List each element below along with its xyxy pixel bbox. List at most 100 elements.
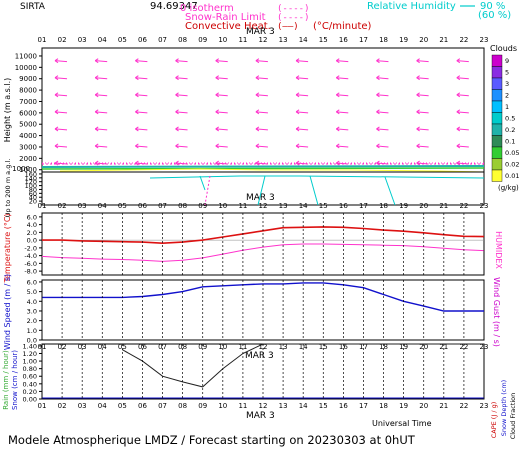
- wind-vector-head-4-10: [456, 126, 461, 132]
- cloud-level-label-3: 2: [505, 92, 509, 100]
- wind-vector-head-4-2: [135, 126, 139, 132]
- wind-vector-2-9: [416, 94, 429, 97]
- hour-label-1-15: 15: [319, 202, 328, 210]
- wind-panel-frame: [41, 47, 485, 173]
- cloud-band-thin: [59, 168, 485, 173]
- cloud-band-low: [41, 167, 485, 170]
- wind-vector-5-10: [456, 145, 469, 148]
- wind-vector-head-5-5: [255, 143, 260, 149]
- bl-axis-label: Up to 200 m a.g.l.: [4, 159, 12, 218]
- wind-vector-2-4: [215, 94, 228, 97]
- hour-label-3-02: 02: [58, 402, 67, 410]
- hour-label-0-14: 14: [299, 36, 308, 44]
- wind-gust-axis-label: Wind Gust (m / s): [492, 277, 501, 347]
- hour-label-1-09: 09: [198, 202, 207, 210]
- bl-tick-label-3: 80: [29, 186, 37, 194]
- wind-vector-2-2: [135, 94, 148, 97]
- pr-tick-label-2: 0.40: [23, 380, 37, 388]
- height-tick-label-10: 11000: [15, 52, 37, 60]
- wind-vector-6-2: [135, 162, 148, 165]
- hour-label-3-17: 17: [359, 402, 368, 410]
- cloud-swatch-6: [491, 123, 503, 136]
- bl-tick-label-4: 100: [25, 182, 37, 190]
- wind-vector-1-2: [135, 77, 148, 80]
- wind-vector-head-0-4: [215, 58, 220, 64]
- hour-label-0-22: 22: [459, 36, 468, 44]
- wind-vector-4-3: [175, 128, 188, 131]
- wind-vector-1-4: [215, 77, 228, 80]
- wind-vector-head-5-6: [295, 143, 300, 149]
- wind-vector-1-9: [416, 77, 429, 80]
- wind-vector-head-5-8: [376, 143, 380, 149]
- wind-vector-1-8: [376, 77, 389, 80]
- hour-label-2-17: 17: [359, 343, 368, 351]
- legend-0-isotherm-symbol: (----): [277, 4, 310, 14]
- wind-vector-head-6-6: [295, 160, 300, 166]
- hour-label-0-17: 17: [359, 36, 368, 44]
- wind-speed-axis-label: Wind Speed (m / s): [3, 274, 12, 350]
- wind-vector-1-0: [54, 77, 68, 80]
- wind-vector-head-4-0: [54, 126, 59, 132]
- legend-0-isotherm: 0 isotherm: [180, 3, 234, 14]
- wind-vector-4-6: [296, 128, 309, 131]
- date-label-4: MAR 3: [246, 411, 275, 421]
- wind-vector-3-0: [54, 111, 68, 114]
- bl-tick-label-1: 40: [29, 194, 37, 202]
- wind-speed-series-0: [42, 282, 484, 312]
- wind-vector-1-3: [175, 77, 188, 80]
- wind-vector-head-2-8: [376, 92, 380, 98]
- wind-vector-5-7: [336, 145, 349, 148]
- wind-vector-head-2-4: [215, 92, 220, 98]
- wind-vector-5-2: [135, 145, 148, 148]
- wind-vector-head-3-3: [175, 109, 179, 115]
- wind-vector-2-6: [296, 94, 309, 97]
- wind-vector-5-3: [175, 145, 188, 148]
- wind-vector-head-2-6: [295, 92, 300, 98]
- forecast-caption: Modele Atmospherique LMDZ / Forecast sta…: [8, 433, 416, 447]
- hour-label-3-07: 07: [158, 402, 167, 410]
- cloud-swatch-7: [491, 135, 503, 148]
- wind-vector-head-2-5: [255, 92, 260, 98]
- hour-label-3-11: 11: [238, 402, 247, 410]
- bl-isotherm-drop: [204, 175, 211, 206]
- hour-label-1-22: 22: [459, 202, 468, 210]
- hour-label-2-21: 21: [439, 343, 448, 351]
- cloud-level-label-6: 0.2: [505, 126, 515, 134]
- wind-vector-3-5: [255, 111, 268, 114]
- wind-vector-1-5: [255, 77, 268, 80]
- wind-vector-head-2-9: [416, 92, 420, 98]
- temp-tick-label-0: -8.0: [24, 268, 37, 276]
- hour-label-0-19: 19: [399, 36, 408, 44]
- wind-vector-0-2: [135, 60, 148, 63]
- hour-label-0-21: 21: [439, 36, 448, 44]
- hour-label-1-01: 01: [38, 202, 47, 210]
- height-tick-label-4: 5000: [19, 121, 37, 129]
- wind-vector-5-8: [376, 145, 389, 148]
- wind-vector-head-3-8: [376, 109, 380, 115]
- temp-tick-label-4: 0.0: [27, 237, 37, 245]
- wind-vector-head-5-9: [416, 143, 420, 149]
- hour-label-3-20: 20: [419, 402, 428, 410]
- legend-snow-rain: Snow-Rain Limit: [185, 12, 266, 23]
- hour-label-0-10: 10: [218, 36, 227, 44]
- wind-vector-5-9: [416, 145, 429, 148]
- hour-label-2-20: 20: [419, 343, 428, 351]
- ws-tick-label-4: 4.0: [27, 298, 37, 306]
- bl-tick-label-6: 140: [25, 174, 37, 182]
- wind-vector-head-3-6: [295, 109, 300, 115]
- hour-label-2-05: 05: [118, 343, 127, 351]
- wind-vector-3-3: [175, 111, 188, 114]
- hour-label-2-09: 09: [198, 343, 207, 351]
- height-tick-label-2: 3000: [19, 143, 37, 151]
- hour-label-1-13: 13: [279, 202, 288, 210]
- wind-vector-head-3-1: [94, 109, 99, 115]
- hour-label-2-19: 19: [399, 343, 408, 351]
- wind-vector-0-6: [296, 60, 309, 63]
- height-tick-label-3: 4000: [19, 132, 37, 140]
- wind-vector-head-3-7: [335, 109, 340, 115]
- wind-vector-4-5: [255, 128, 268, 131]
- wind-vector-head-4-7: [335, 126, 340, 132]
- hour-label-2-12: 12: [259, 343, 268, 351]
- date-label-2: MAR 3: [246, 193, 275, 203]
- cloud-band-main: [41, 165, 485, 168]
